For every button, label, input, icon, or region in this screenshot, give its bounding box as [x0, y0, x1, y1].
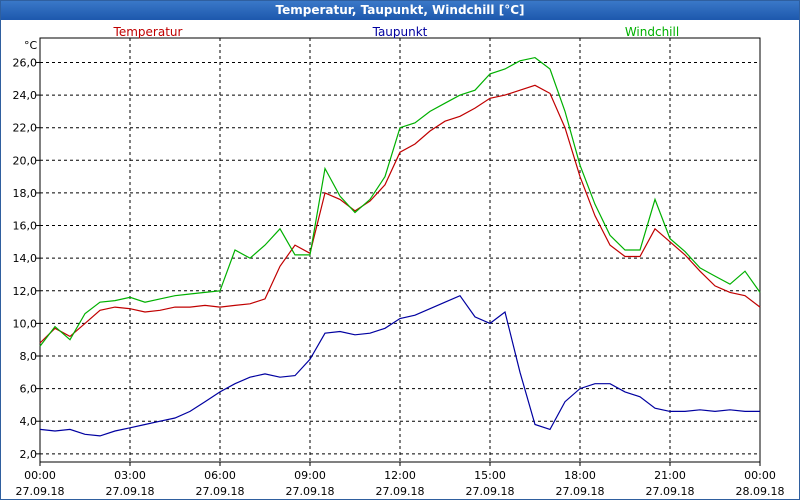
x-tick-date: 27.09.18 — [16, 485, 65, 498]
x-tick-time: 15:00 — [474, 469, 506, 482]
legend-item-temperatur: Temperatur — [113, 25, 183, 39]
x-tick-date: 27.09.18 — [556, 485, 605, 498]
y-axis-unit: °C — [24, 39, 38, 52]
series-line-windchill — [39, 56, 761, 347]
x-tick-date: 28.09.18 — [736, 485, 785, 498]
y-tick-label: 20,0 — [13, 154, 38, 167]
y-tick-label: 2,0 — [20, 448, 38, 461]
series-line-temperatur — [39, 84, 761, 344]
y-tick-label: 14,0 — [13, 252, 38, 265]
legend-item-windchill: Windchill — [625, 25, 679, 39]
y-tick-label: 26,0 — [13, 56, 38, 69]
x-tick-date: 27.09.18 — [646, 485, 695, 498]
x-tick-date: 27.09.18 — [196, 485, 245, 498]
x-axis: 00:00 27.09.18 03:00 27.09.18 06:00 27.09.18 0… — [16, 462, 785, 498]
x-tick-date: 27.09.18 — [376, 485, 425, 498]
x-tick-date: 27.09.18 — [466, 485, 515, 498]
x-tick-time: 00:00 — [24, 469, 56, 482]
series-layer — [39, 56, 761, 437]
x-tick-date: 27.09.18 — [286, 485, 335, 498]
y-tick-label: 4,0 — [20, 415, 38, 428]
y-axis: 2,0 4,0 6,0 8,0 10,0 12,0 14,0 16,0 18,0 20,0 22,0… — [13, 56, 40, 461]
y-tick-label: 24,0 — [13, 89, 38, 102]
y-tick-label: 16,0 — [13, 220, 38, 233]
x-tick-time: 18:00 — [564, 469, 596, 482]
y-tick-label: 8,0 — [20, 350, 38, 363]
y-tick-label: 18,0 — [13, 187, 38, 200]
x-tick-time: 21:00 — [654, 469, 686, 482]
series-line-taupunkt — [39, 294, 760, 437]
x-tick-time: 12:00 — [384, 469, 416, 482]
y-tick-label: 10,0 — [13, 317, 38, 330]
grid — [40, 38, 760, 462]
x-tick-date: 27.09.18 — [106, 485, 155, 498]
x-tick-time: 03:00 — [114, 469, 146, 482]
x-tick-time: 00:00 — [744, 469, 776, 482]
x-tick-time: 09:00 — [294, 469, 326, 482]
x-tick-time: 06:00 — [204, 469, 236, 482]
legend: Temperatur Taupunkt Windchill — [113, 25, 680, 39]
window-title: Temperatur, Taupunkt, Windchill [°C] — [1, 1, 799, 20]
legend-item-taupunkt: Taupunkt — [372, 25, 428, 39]
y-tick-label: 12,0 — [13, 285, 38, 298]
y-tick-label: 22,0 — [13, 122, 38, 135]
y-tick-label: 6,0 — [20, 383, 38, 396]
